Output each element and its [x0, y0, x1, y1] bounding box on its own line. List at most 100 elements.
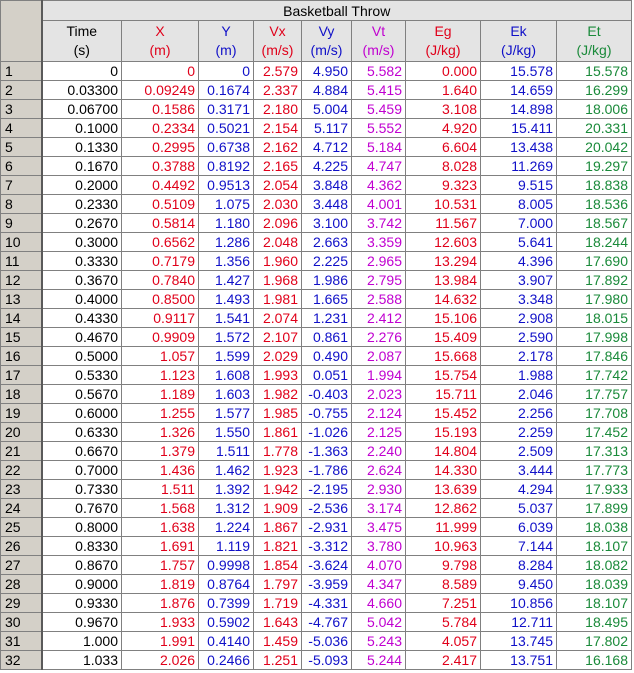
cell-y[interactable]: 1.286 — [198, 232, 254, 252]
cell-et[interactable]: 18.006 — [556, 99, 632, 119]
cell-ek[interactable]: 4.396 — [480, 251, 557, 271]
row-number[interactable]: 28 — [0, 574, 43, 594]
cell-ek[interactable]: 14.898 — [480, 99, 557, 119]
cell-time[interactable]: 0.4000 — [41, 289, 122, 309]
cell-eg[interactable]: 4.057 — [405, 631, 481, 651]
cell-eg[interactable]: 3.108 — [405, 99, 481, 119]
cell-eg[interactable]: 13.639 — [405, 479, 481, 499]
row-number[interactable]: 8 — [0, 194, 43, 214]
cell-time[interactable]: 0.8670 — [41, 555, 122, 575]
cell-time[interactable]: 0.1670 — [41, 156, 122, 176]
cell-et[interactable]: 18.082 — [556, 555, 632, 575]
cell-x[interactable]: 0.3788 — [121, 156, 199, 176]
cell-time[interactable]: 0.1330 — [41, 137, 122, 157]
cell-vt[interactable]: 2.124 — [351, 403, 406, 423]
column-header-x[interactable]: X (m) — [121, 20, 199, 62]
cell-vx[interactable]: 1.778 — [253, 441, 302, 461]
cell-time[interactable]: 0 — [41, 61, 122, 81]
cell-ek[interactable]: 2.590 — [480, 327, 557, 347]
cell-vt[interactable]: 2.087 — [351, 346, 406, 366]
cell-et[interactable]: 17.802 — [556, 631, 632, 651]
cell-eg[interactable]: 12.603 — [405, 232, 481, 252]
cell-et[interactable]: 16.299 — [556, 80, 632, 100]
cell-time[interactable]: 0.3000 — [41, 232, 122, 252]
cell-ek[interactable]: 7.144 — [480, 536, 557, 556]
row-number[interactable]: 1 — [0, 61, 43, 81]
cell-et[interactable]: 20.331 — [556, 118, 632, 138]
cell-y[interactable]: 0.7399 — [198, 593, 254, 613]
cell-vt[interactable]: 1.994 — [351, 365, 406, 385]
cell-et[interactable]: 17.998 — [556, 327, 632, 347]
cell-vx[interactable]: 1.981 — [253, 289, 302, 309]
cell-x[interactable]: 1.057 — [121, 346, 199, 366]
cell-eg[interactable]: 14.330 — [405, 460, 481, 480]
cell-vt[interactable]: 3.174 — [351, 498, 406, 518]
cell-y[interactable]: 1.119 — [198, 536, 254, 556]
cell-y[interactable]: 1.541 — [198, 308, 254, 328]
cell-et[interactable]: 18.838 — [556, 175, 632, 195]
cell-vt[interactable]: 4.362 — [351, 175, 406, 195]
column-header-vy[interactable]: Vy (m/s) — [301, 20, 352, 62]
cell-vt[interactable]: 4.001 — [351, 194, 406, 214]
cell-vy[interactable]: -3.312 — [301, 536, 352, 556]
cell-y[interactable]: 0.6738 — [198, 137, 254, 157]
row-number[interactable]: 18 — [0, 384, 43, 404]
cell-vy[interactable]: -2.536 — [301, 498, 352, 518]
cell-ek[interactable]: 2.046 — [480, 384, 557, 404]
row-number[interactable]: 14 — [0, 308, 43, 328]
cell-ek[interactable]: 3.907 — [480, 270, 557, 290]
cell-ek[interactable]: 8.284 — [480, 555, 557, 575]
cell-x[interactable]: 0.5109 — [121, 194, 199, 214]
cell-vx[interactable]: 2.030 — [253, 194, 302, 214]
cell-vy[interactable]: -5.036 — [301, 631, 352, 651]
cell-time[interactable]: 0.2000 — [41, 175, 122, 195]
cell-vy[interactable]: -2.195 — [301, 479, 352, 499]
cell-et[interactable]: 17.846 — [556, 346, 632, 366]
cell-vx[interactable]: 2.096 — [253, 213, 302, 233]
cell-time[interactable]: 0.9000 — [41, 574, 122, 594]
cell-eg[interactable]: 15.409 — [405, 327, 481, 347]
cell-ek[interactable]: 6.039 — [480, 517, 557, 537]
cell-vx[interactable]: 2.048 — [253, 232, 302, 252]
cell-vy[interactable]: -3.624 — [301, 555, 352, 575]
cell-vy[interactable]: -1.026 — [301, 422, 352, 442]
cell-ek[interactable]: 3.444 — [480, 460, 557, 480]
cell-ek[interactable]: 2.908 — [480, 308, 557, 328]
cell-y[interactable]: 0.1674 — [198, 80, 254, 100]
row-number[interactable]: 12 — [0, 270, 43, 290]
cell-time[interactable]: 0.3330 — [41, 251, 122, 271]
cell-vy[interactable]: 4.712 — [301, 137, 352, 157]
cell-y[interactable]: 0.3171 — [198, 99, 254, 119]
cell-vx[interactable]: 2.579 — [253, 61, 302, 81]
row-number[interactable]: 31 — [0, 631, 43, 651]
cell-time[interactable]: 0.6330 — [41, 422, 122, 442]
cell-vt[interactable]: 2.240 — [351, 441, 406, 461]
cell-vx[interactable]: 2.154 — [253, 118, 302, 138]
cell-y[interactable]: 0.9998 — [198, 555, 254, 575]
cell-time[interactable]: 0.5000 — [41, 346, 122, 366]
cell-vy[interactable]: 3.448 — [301, 194, 352, 214]
cell-ek[interactable]: 5.641 — [480, 232, 557, 252]
cell-time[interactable]: 0.5670 — [41, 384, 122, 404]
cell-ek[interactable]: 9.515 — [480, 175, 557, 195]
cell-vt[interactable]: 2.930 — [351, 479, 406, 499]
cell-eg[interactable]: 9.323 — [405, 175, 481, 195]
cell-vy[interactable]: 0.861 — [301, 327, 352, 347]
cell-x[interactable]: 1.819 — [121, 574, 199, 594]
cell-vx[interactable]: 2.054 — [253, 175, 302, 195]
row-number[interactable]: 24 — [0, 498, 43, 518]
cell-ek[interactable]: 5.037 — [480, 498, 557, 518]
column-header-y[interactable]: Y (m) — [198, 20, 254, 62]
cell-vt[interactable]: 5.459 — [351, 99, 406, 119]
cell-et[interactable]: 18.244 — [556, 232, 632, 252]
cell-y[interactable]: 1.599 — [198, 346, 254, 366]
cell-x[interactable]: 0.8500 — [121, 289, 199, 309]
cell-ek[interactable]: 8.005 — [480, 194, 557, 214]
cell-time[interactable]: 0.06700 — [41, 99, 122, 119]
cell-vt[interactable]: 4.347 — [351, 574, 406, 594]
cell-eg[interactable]: 9.798 — [405, 555, 481, 575]
cell-et[interactable]: 16.168 — [556, 650, 632, 670]
corner-cell[interactable] — [0, 0, 43, 62]
cell-x[interactable]: 0.5814 — [121, 213, 199, 233]
cell-et[interactable]: 17.452 — [556, 422, 632, 442]
